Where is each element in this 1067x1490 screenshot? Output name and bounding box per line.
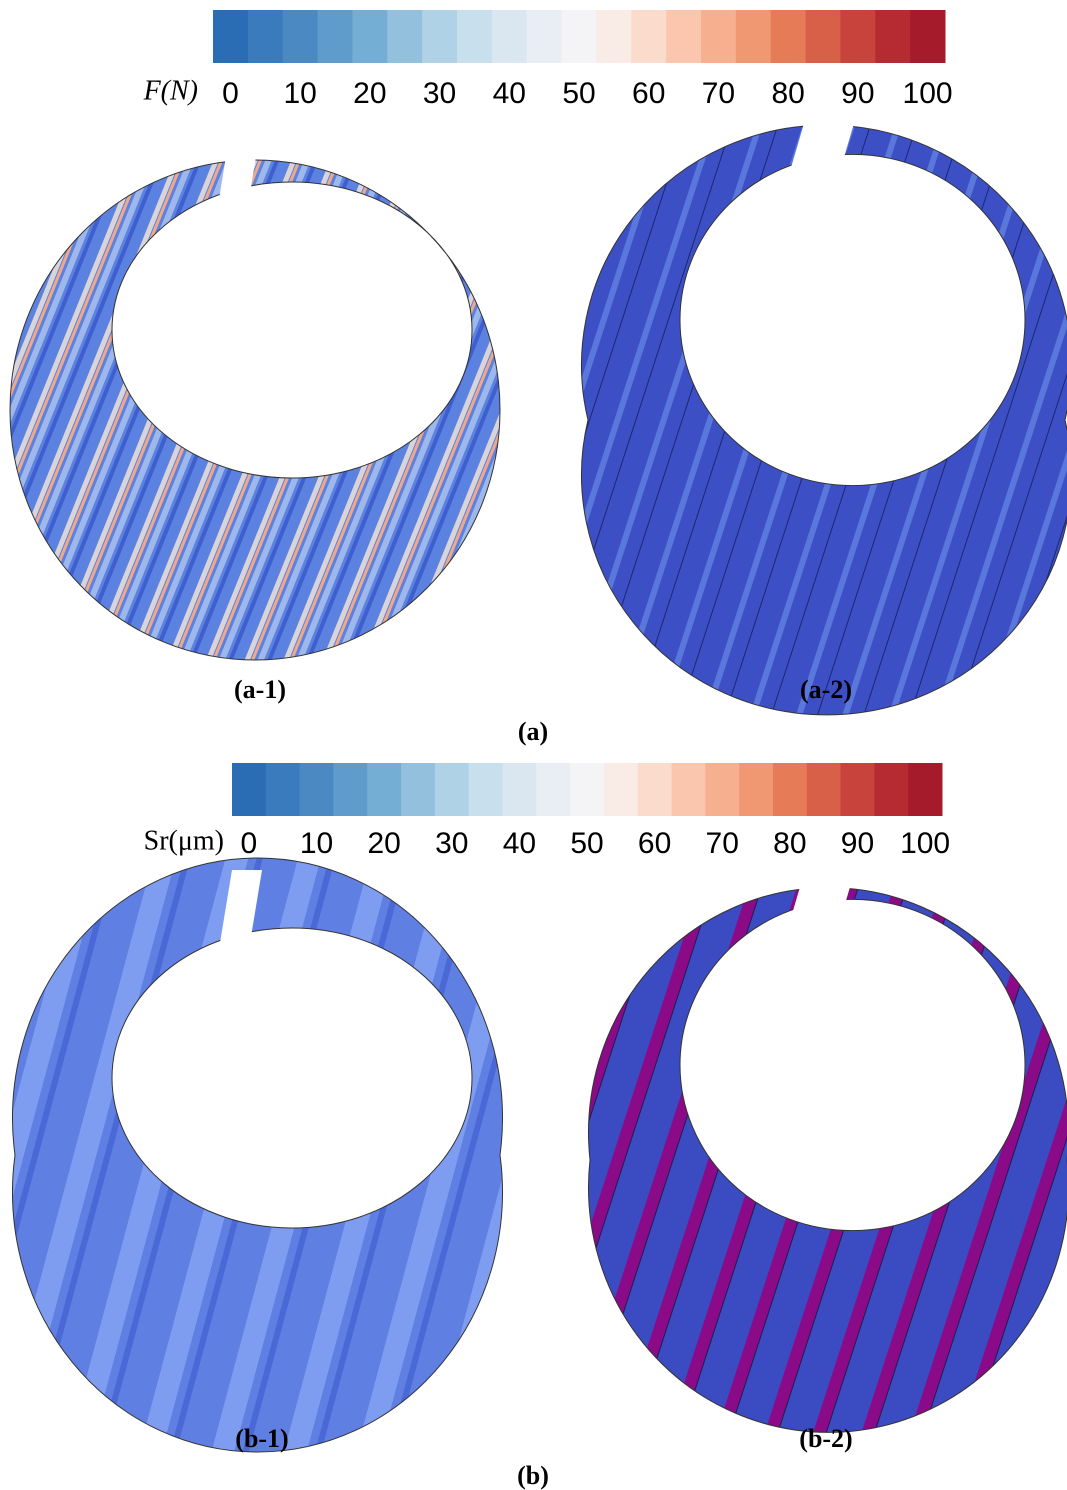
panel-label: (b-1) [235, 1424, 288, 1453]
colorbar-segment [841, 763, 875, 816]
colorbar-segment [705, 763, 739, 816]
colorbar-segment [908, 763, 942, 816]
colorbar-segment [333, 763, 367, 816]
colorbar-tick-label: 0 [222, 77, 239, 110]
colorbar-segment [631, 10, 666, 63]
colorbar-segment [739, 763, 773, 816]
colorbar-tick-label: 50 [562, 77, 595, 110]
ring-a2 [581, 120, 1067, 715]
ring-b1 [12, 858, 502, 1452]
colorbar-segment [300, 763, 334, 816]
colorbar-segment [502, 763, 536, 816]
colorbar-tick-label: 20 [353, 77, 386, 110]
ring-a1 [10, 120, 500, 660]
colorbar-segment [638, 763, 672, 816]
colorbar-tick-label: 50 [570, 827, 603, 860]
colorbar-segment [213, 10, 248, 63]
colorbar-segment [367, 763, 401, 816]
colorbar-tick-label: 10 [300, 827, 333, 860]
colorbar-segment [232, 763, 266, 816]
colorbar-tick-label: 10 [283, 77, 316, 110]
colorbar-tick-label: 90 [841, 827, 874, 860]
colorbar-label: Sr(μm) [144, 825, 224, 856]
colorbar-segment [875, 10, 910, 63]
colorbar-segment [666, 10, 701, 63]
colorbar-segment [527, 10, 562, 63]
colorbar-segment [570, 763, 604, 816]
figure-caption: (b) [517, 1461, 549, 1490]
colorbar-segment [874, 763, 908, 816]
colorbar-segment [807, 763, 841, 816]
colorbar-segment [736, 10, 771, 63]
colorbar-segment [469, 763, 503, 816]
colorbar-tick-label: 100 [903, 77, 953, 110]
colorbar-segment [387, 10, 422, 63]
colorbar-segment [910, 10, 945, 63]
colorbar-segment [266, 763, 300, 816]
colorbar-segment [701, 10, 736, 63]
colorbar-tick-label: 80 [773, 827, 806, 860]
panel-label: (a-1) [234, 675, 286, 704]
colorbar-segment [562, 10, 597, 63]
colorbar-label: F(N) [143, 75, 198, 106]
colorbar-segment [401, 763, 435, 816]
colorbar-segment [422, 10, 457, 63]
colorbar-segment [492, 10, 527, 63]
colorbar-tick-label: 80 [771, 77, 804, 110]
panel-label: (b-2) [799, 1424, 852, 1453]
colorbar-tick-label: 60 [632, 77, 665, 110]
colorbar-segment [435, 763, 469, 816]
colorbar-tick-label: 60 [638, 827, 671, 860]
colorbar-tick-label: 40 [503, 827, 536, 860]
colorbar-tick-label: 0 [241, 827, 258, 860]
colorbar-segment [352, 10, 387, 63]
colorbar-tick-label: 40 [493, 77, 526, 110]
colorbar-tick-label: 70 [702, 77, 735, 110]
colorbar-tick-label: 20 [367, 827, 400, 860]
colorbar-segment [283, 10, 318, 63]
figure: (a-1) (a-2) (a) (b-1) (b-2) (b) 0 10 20 30 4… [0, 0, 1067, 1490]
colorbar-segment [771, 10, 806, 63]
colorbar-segment [318, 10, 353, 63]
colorbar-segment [773, 763, 807, 816]
colorbar-segment [604, 763, 638, 816]
figure-caption: (a) [518, 717, 548, 746]
colorbar-segment [457, 10, 492, 63]
colorbar-segment [840, 10, 875, 63]
colorbar-segment [806, 10, 841, 63]
colorbar-segment [536, 763, 570, 816]
colorbar-segment [248, 10, 283, 63]
colorbar-tick-label: 30 [423, 77, 456, 110]
panel-label: (a-2) [800, 675, 852, 704]
colorbar-tick-label: 70 [706, 827, 739, 860]
colorbar-tick-label: 90 [841, 77, 874, 110]
colorbar-segment [672, 763, 706, 816]
colorbar-segment [596, 10, 631, 63]
colorbar-tick-label: 100 [900, 827, 950, 860]
ring-b2 [589, 870, 1067, 1432]
colorbar-tick-label: 30 [435, 827, 468, 860]
